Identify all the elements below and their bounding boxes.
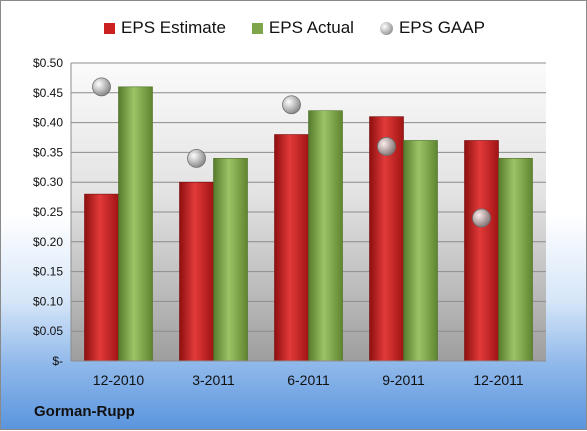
y-tick-label: $0.45 — [33, 86, 63, 100]
legend: EPS Estimate EPS Actual EPS GAAP — [1, 18, 587, 38]
bar-eps-estimate — [274, 134, 309, 362]
y-axis: $- $0.05 $0.10 $0.15 $0.20 $0.25 $0.30 $0.35 $0.… — [33, 56, 72, 368]
x-tick-label: 9-2011 — [382, 372, 425, 388]
y-tick-label: $0.50 — [33, 56, 63, 70]
y-tick-label: $0.30 — [33, 175, 63, 189]
legend-label-eps-actual: EPS Actual — [268, 18, 354, 37]
marker-eps-gaap — [377, 137, 396, 156]
marker-eps-gaap — [282, 95, 301, 115]
company-name: Gorman-Rupp — [34, 403, 135, 420]
y-tick-label: $0.25 — [33, 205, 63, 219]
marker-eps-gaap — [472, 208, 491, 228]
y-tick-label: $0.05 — [33, 324, 63, 338]
y-tick-label: $- — [52, 354, 63, 368]
legend-label-eps-estimate: EPS Estimate — [121, 18, 226, 37]
y-tick-label: $0.35 — [33, 145, 63, 159]
bar-eps-actual — [213, 158, 248, 362]
bars — [84, 86, 533, 362]
x-tick-label: 12-2011 — [473, 372, 524, 388]
legend-swatch-eps-actual — [251, 22, 263, 34]
bar-eps-actual — [498, 158, 533, 362]
x-tick-label: 3-2011 — [192, 372, 235, 388]
x-tick-label: 12-2010 — [93, 372, 145, 388]
bar-eps-estimate — [84, 193, 119, 362]
y-tick-label: $0.20 — [33, 235, 63, 249]
bar-eps-estimate — [464, 140, 499, 362]
y-tick-label: $0.10 — [33, 294, 63, 308]
bar-eps-estimate — [179, 181, 214, 362]
legend-item-eps-gaap: EPS GAAP — [379, 18, 485, 38]
bar-eps-estimate — [369, 116, 404, 362]
legend-swatch-eps-estimate — [104, 22, 116, 34]
y-tick-label: $0.15 — [33, 265, 63, 279]
marker-eps-gaap — [92, 77, 111, 97]
bar-eps-actual — [308, 110, 343, 362]
legend-label-eps-gaap: EPS GAAP — [398, 18, 485, 37]
x-tick-label: 6-2011 — [287, 372, 330, 388]
legend-swatch-eps-gaap — [379, 21, 393, 35]
legend-item-eps-estimate: EPS Estimate — [104, 18, 226, 38]
y-tick-label: $0.40 — [33, 116, 63, 130]
gaap-markers — [92, 77, 491, 228]
legend-item-eps-actual: EPS Actual — [251, 18, 354, 38]
x-axis: 12-2010 3-2011 6-2011 9-2011 12-2011 — [71, 360, 546, 388]
bar-eps-actual — [403, 140, 438, 362]
bar-eps-actual — [118, 86, 153, 362]
marker-eps-gaap — [187, 148, 206, 168]
